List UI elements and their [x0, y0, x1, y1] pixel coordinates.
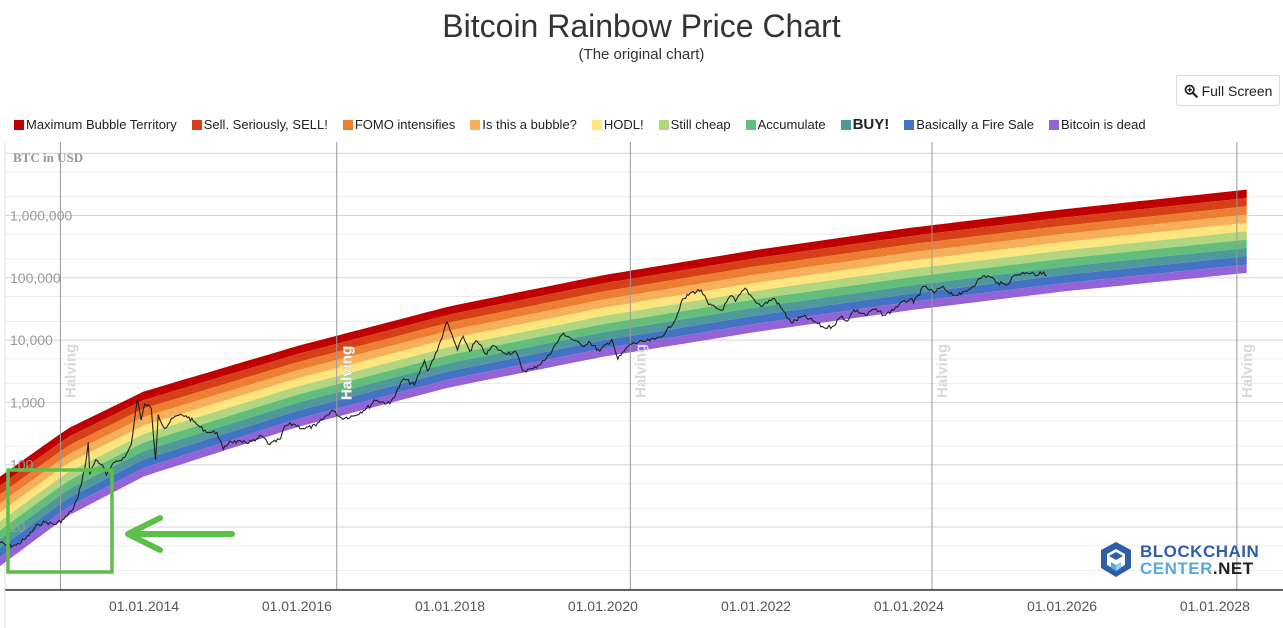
- legend-label: HODL!: [603, 117, 644, 132]
- logo-line2b: .NET: [1212, 559, 1254, 578]
- legend-swatch: [745, 119, 756, 130]
- legend-swatch: [591, 119, 602, 130]
- legend-label: Maximum Bubble Territory: [26, 117, 177, 132]
- legend-item-fire-sale[interactable]: Basically a Fire Sale: [904, 117, 1034, 132]
- full-screen-label: Full Screen: [1201, 82, 1273, 99]
- legend-label: Bitcoin is dead: [1061, 117, 1146, 132]
- legend-item-still-cheap[interactable]: Still cheap: [658, 117, 731, 132]
- full-screen-button[interactable]: Full Screen: [1176, 75, 1280, 106]
- y-tick-label: 100,000: [10, 270, 61, 286]
- y-tick-label: 1,000,000: [10, 208, 72, 224]
- x-tick-label: 01.01.2022: [721, 598, 791, 614]
- blockchaincenter-logo: BLOCKCHAIN CENTER.NET: [1098, 540, 1259, 580]
- x-tick-label: 01.01.2024: [874, 598, 944, 614]
- legend-label: Is this a bubble?: [482, 117, 577, 132]
- x-tick-label: 01.01.2028: [1180, 598, 1250, 614]
- legend-swatch: [904, 119, 915, 130]
- x-axis: 01.01.2014 01.01.2016 01.01.2018 01.01.2020…: [4, 589, 1283, 628]
- annotations: [6, 468, 235, 574]
- zoom-in-icon: [1184, 84, 1198, 98]
- legend-item-buy[interactable]: BUY!: [840, 116, 890, 133]
- legend-swatch: [470, 119, 481, 130]
- legend-label: Accumulate: [757, 117, 826, 132]
- chart-subtitle: (The original chart): [578, 46, 705, 63]
- legend-swatch: [658, 119, 669, 130]
- x-tick-label: 01.01.2018: [415, 598, 485, 614]
- x-tick-label: 01.01.2016: [262, 598, 332, 614]
- btc-price-line: [0, 270, 1047, 548]
- halving-label: Halving: [62, 344, 79, 398]
- legend-label: Sell. Seriously, SELL!: [203, 117, 328, 132]
- legend-item-fomo[interactable]: FOMO intensifies: [342, 117, 456, 132]
- legend-label: BUY!: [852, 116, 890, 133]
- legend-item-max-bubble[interactable]: Maximum Bubble Territory: [14, 117, 177, 132]
- price-series: [0, 270, 1047, 548]
- halving-lines: Halving Halving Halving Halving Halving: [59, 142, 1256, 590]
- halving-label: Halving: [632, 344, 649, 398]
- y-tick-label: 1,000: [10, 394, 45, 410]
- legend-swatch: [1049, 119, 1060, 130]
- highlight-box: [6, 468, 114, 574]
- legend-swatch: [14, 119, 24, 130]
- legend-swatch: [342, 119, 353, 130]
- legend-item-hodl[interactable]: HODL!: [591, 117, 644, 132]
- legend-item-accumulate[interactable]: Accumulate: [745, 117, 826, 132]
- legend-label: FOMO intensifies: [354, 117, 456, 132]
- legend-item-sell[interactable]: Sell. Seriously, SELL!: [191, 117, 328, 132]
- chart-legend: Maximum Bubble Territory Sell. Seriously…: [14, 116, 1161, 133]
- y-tick-label: 10,000: [10, 332, 53, 348]
- legend-label: Still cheap: [670, 117, 731, 132]
- y-tick-label: 10: [10, 519, 26, 535]
- x-tick-label: 01.01.2026: [1027, 598, 1097, 614]
- halving-label: Halving: [339, 346, 356, 400]
- y-axis-label: BTC in USD: [13, 150, 83, 165]
- legend-item-dead[interactable]: Bitcoin is dead: [1049, 117, 1146, 132]
- legend-item-bubble[interactable]: Is this a bubble?: [470, 117, 577, 132]
- chart-title: Bitcoin Rainbow Price Chart: [442, 8, 841, 44]
- x-tick-label: 01.01.2020: [568, 598, 638, 614]
- cube-logo-icon: [1101, 542, 1131, 577]
- legend-swatch: [191, 119, 202, 130]
- x-tick-label: 01.01.2014: [109, 598, 179, 614]
- logo-line1: BLOCKCHAIN: [1140, 542, 1260, 561]
- halving-label: Halving: [934, 344, 951, 398]
- logo-line2a: CENTER: [1140, 559, 1213, 578]
- halving-label: Halving: [1239, 344, 1256, 398]
- legend-swatch: [840, 119, 851, 130]
- legend-label: Basically a Fire Sale: [916, 117, 1035, 132]
- arrow-head-icon: [125, 515, 163, 553]
